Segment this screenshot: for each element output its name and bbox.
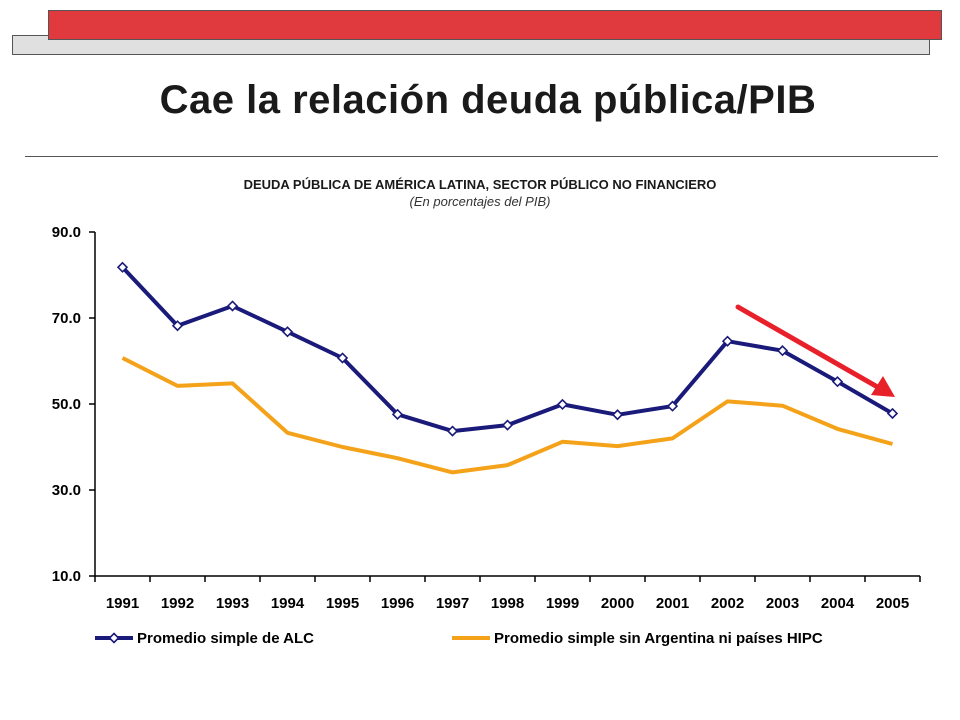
x-tick-label: 2002 (711, 595, 744, 612)
y-tick-label: 30.0 (52, 482, 81, 499)
trend-arrow-head (871, 376, 895, 397)
x-tick-label: 1998 (491, 595, 524, 612)
x-tick-label: 2000 (601, 595, 634, 612)
trend-arrow-shaft (735, 304, 884, 392)
x-tick-label: 1996 (381, 595, 414, 612)
x-tick-label: 1997 (436, 595, 469, 612)
x-tick-label: 1995 (326, 595, 359, 612)
data-point-marker (116, 261, 129, 273)
data-point-marker (446, 425, 459, 437)
x-tick-label: 1991 (106, 595, 139, 612)
slide-title: Cae la relación deuda pública/PIB (159, 78, 817, 122)
y-axis-ticks: 90.0 70.0 50.0 30.0 10.0 (52, 224, 95, 585)
data-point-marker (721, 335, 734, 347)
x-tick-label: 2003 (766, 595, 799, 612)
data-point-marker (776, 345, 789, 357)
y-tick-label: 90.0 (52, 224, 81, 241)
legend-marker-alc (108, 632, 120, 644)
header-decoration-red-bar (48, 10, 942, 40)
y-tick-label: 70.0 (52, 310, 81, 327)
legend-label-sin-argentina-hipc: Promedio simple sin Argentina ni países … (494, 630, 823, 647)
series-line-sin-argentina-hipc (121, 356, 894, 475)
x-tick-label: 2005 (876, 595, 909, 612)
data-point-marker (831, 376, 844, 388)
data-point-marker (281, 326, 294, 338)
x-tick-label: 1992 (161, 595, 194, 612)
chart-annotation (735, 304, 895, 397)
y-tick-label: 10.0 (52, 568, 81, 585)
data-point-marker (611, 409, 624, 421)
y-tick-label: 50.0 (52, 396, 81, 413)
chart-axes (94, 232, 920, 577)
chart-subtitle: (En porcentajes del PIB) (409, 194, 551, 209)
chart-title: DEUDA PÚBLICA DE AMÉRICA LATINA, SECTOR … (243, 177, 717, 192)
x-tick-label: 1993 (216, 595, 249, 612)
chart-series (116, 261, 899, 475)
data-point-marker (391, 408, 404, 420)
data-point-marker (336, 352, 349, 364)
data-point-marker (226, 300, 239, 312)
data-point-marker (556, 398, 569, 411)
x-tick-label: 2001 (656, 595, 689, 612)
data-point-marker (171, 320, 184, 332)
title-divider (25, 156, 938, 157)
data-point-marker (666, 400, 679, 412)
chart-legend: Promedio simple de ALC Promedio simple si… (95, 630, 823, 647)
data-point-marker (886, 407, 899, 420)
x-tick-label: 2004 (821, 595, 855, 612)
x-axis-ticks: 1991 1992 1993 1994 1995 1996 1997 1998 1999 2000… (94, 576, 921, 612)
data-point-marker (501, 419, 514, 431)
legend-label-alc: Promedio simple de ALC (137, 630, 314, 647)
x-tick-label: 1994 (271, 595, 305, 612)
x-tick-label: 1999 (546, 595, 579, 612)
